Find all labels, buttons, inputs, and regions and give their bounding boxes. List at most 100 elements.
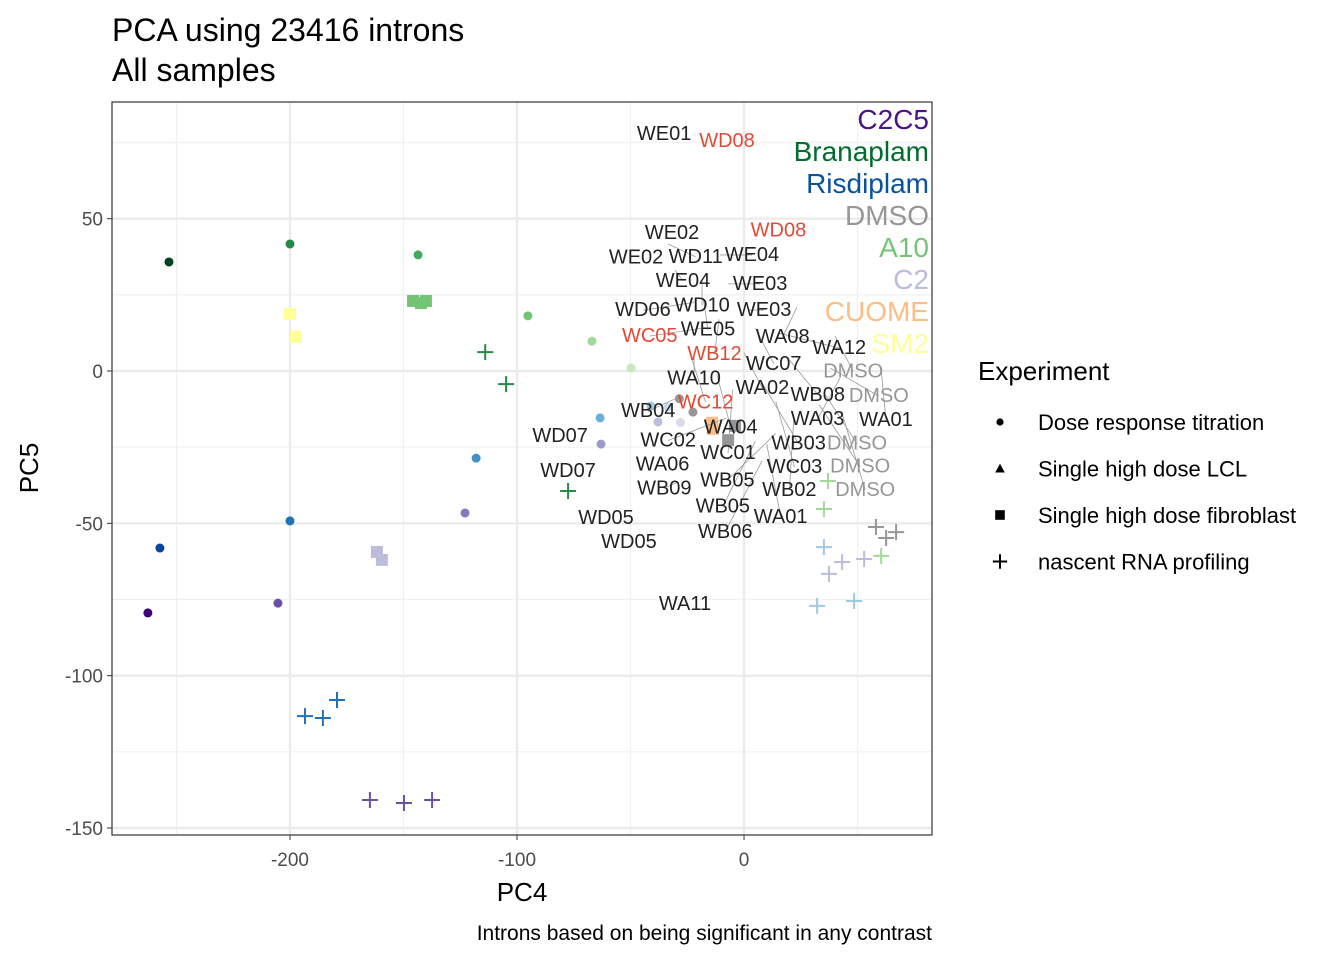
point-label: WE03 [733, 273, 787, 295]
point-circle [273, 598, 283, 608]
point-plus [395, 795, 412, 812]
point-plus [846, 593, 863, 610]
point-label: WC02 [640, 429, 696, 451]
label-leader-line [727, 433, 777, 481]
point-label: WB08 [791, 384, 845, 406]
label-leader-line [834, 335, 854, 372]
label-leader-line [743, 352, 763, 389]
point-label: WA01 [754, 506, 808, 528]
point-plus [867, 518, 884, 535]
point-square [995, 510, 1005, 520]
point-label: WD05 [578, 507, 634, 529]
point-square [375, 553, 388, 566]
point-label: WE02 [609, 246, 663, 268]
x-tick-label: -200 [271, 850, 309, 871]
label-leader-line [716, 373, 732, 428]
point-plus [560, 483, 577, 500]
y-tick-label: 0 [92, 362, 103, 383]
point-circle [996, 418, 1004, 426]
label-leader-line [649, 327, 701, 337]
label-leader-line [642, 302, 695, 311]
point-square [283, 308, 296, 321]
point-square [722, 434, 735, 447]
point-label: WA03 [791, 408, 845, 430]
point-circle [663, 402, 673, 412]
point-circle [143, 608, 153, 618]
legend-item: Single high dose LCL [995, 457, 1247, 482]
treatment-annotation: A10 [879, 232, 929, 263]
point-label: DMSO [823, 360, 883, 382]
plot-panel-border [111, 101, 933, 836]
data-marks [143, 239, 905, 812]
point-label: WD10 [674, 295, 730, 317]
treatment-annotation: DMSO [845, 200, 929, 231]
point-label: WE05 [681, 319, 735, 341]
point-circle [675, 417, 685, 427]
point-label: WD07 [532, 425, 588, 447]
point-circle [413, 250, 423, 260]
point-label: WD06 [615, 299, 671, 321]
point-label: WD05 [601, 531, 657, 553]
label-leader-line [782, 306, 798, 338]
label-leader-line [818, 404, 861, 467]
treatment-annotation: C2C5 [857, 104, 929, 135]
treatment-annotation: C2 [893, 264, 929, 295]
label-leader-line [714, 319, 720, 355]
label-leader-line [817, 377, 841, 420]
point-label: WA01 [859, 409, 913, 431]
legend-label: Dose response titration [1038, 410, 1264, 435]
point-plus [815, 501, 832, 518]
legend-label: Single high dose fibroblast [1038, 503, 1296, 528]
point-label: WD11 [669, 246, 723, 268]
point-label: DMSO [830, 456, 890, 478]
point-label: WE04 [656, 270, 710, 292]
point-circle [587, 336, 597, 346]
point-label: DMSO [849, 385, 909, 407]
point-plus [477, 344, 494, 361]
point-circle [155, 543, 165, 553]
point-square [419, 294, 432, 307]
point-plus [328, 692, 345, 709]
label-leader-line [674, 269, 684, 282]
point-plus [498, 376, 515, 393]
point-label: WA02 [736, 377, 790, 399]
label-leader-line [766, 444, 782, 517]
label-leader-line [755, 328, 775, 365]
point-plus [809, 597, 826, 614]
point-label: WC12 [678, 391, 734, 413]
point-label: WC07 [746, 353, 802, 375]
point-circle [285, 516, 295, 526]
point-circle [595, 413, 605, 423]
point-square [289, 330, 302, 343]
point-plus [834, 554, 851, 571]
label-leader-line [727, 389, 734, 454]
label-leader-line [788, 416, 795, 491]
legend-label: nascent RNA profiling [1038, 550, 1250, 575]
caption: Introns based on being significant in an… [477, 922, 932, 945]
label-leader-line [667, 243, 696, 258]
label-leader-line [724, 460, 763, 533]
point-label: WB05 [696, 495, 750, 517]
point-label: WE01 [637, 123, 691, 145]
point-label: WB09 [637, 477, 691, 499]
point-circle [164, 257, 174, 267]
label-leader-line [777, 332, 840, 349]
point-label: WB04 [621, 400, 675, 422]
legend-title: Experiment [978, 356, 1110, 386]
point-label: WA12 [812, 337, 866, 359]
label-leader-lines [642, 243, 887, 533]
treatment-annotation: CUOME [825, 296, 929, 327]
point-plus [361, 791, 378, 808]
point-circle [688, 407, 698, 417]
point-plus [878, 529, 895, 546]
point-triangle [995, 463, 1005, 473]
point-label: WC03 [767, 456, 823, 478]
treatment-annotation: Risdiplam [806, 168, 929, 199]
point-circle [523, 311, 533, 321]
y-tick-label: -50 [76, 514, 103, 535]
x-tick-label: 0 [739, 850, 750, 871]
y-tick-label: -100 [65, 667, 103, 688]
point-label: DMSO [835, 479, 895, 501]
point-label: WA10 [667, 367, 721, 389]
